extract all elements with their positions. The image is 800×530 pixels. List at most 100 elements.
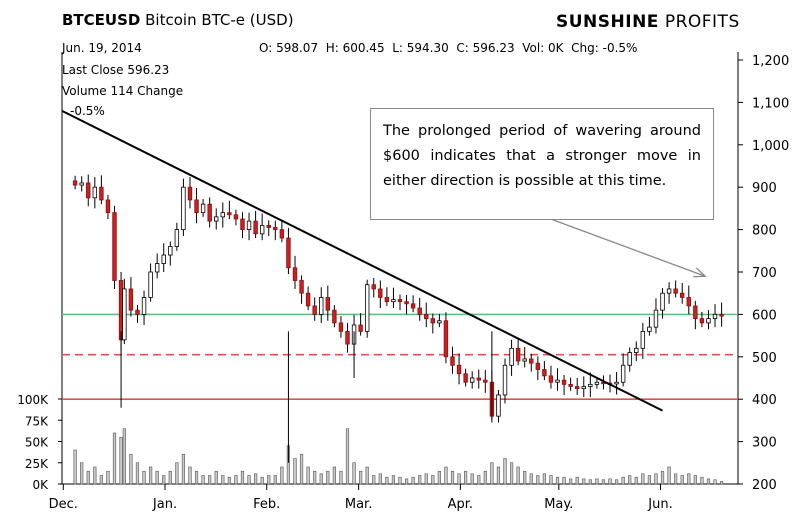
ohlc-readout: O: 598.07 H: 600.45 L: 594.30 C: 596.23 … <box>259 41 638 55</box>
volume-bar <box>621 476 625 485</box>
month-label: Jan. <box>152 497 177 512</box>
volume-bar <box>293 458 297 485</box>
candle-down <box>476 377 481 381</box>
candlesticks <box>72 174 724 463</box>
candle-up <box>509 347 514 366</box>
candle-down <box>286 237 291 269</box>
candle-down <box>686 297 691 307</box>
volume-bar <box>450 470 455 485</box>
candle-down <box>207 203 212 222</box>
candle-up <box>627 352 632 366</box>
volume-bar <box>240 470 245 485</box>
candle-down <box>719 313 724 317</box>
volume-bar <box>391 475 396 485</box>
volume-bar <box>483 470 487 485</box>
candle-up <box>161 254 166 264</box>
volume-bar <box>516 466 520 485</box>
volume-bar <box>372 475 376 485</box>
candle-down <box>680 292 685 298</box>
candle-down <box>312 305 317 315</box>
candle-down <box>410 303 416 309</box>
candle-down <box>194 199 199 214</box>
candle-down <box>105 199 111 214</box>
volume-bar <box>313 470 317 485</box>
volume-bar <box>647 475 651 485</box>
candle-up <box>364 284 370 332</box>
volume-bar <box>503 458 507 485</box>
volume-bar <box>221 475 225 485</box>
candle-down <box>266 224 271 228</box>
price-tick-label: 1,100 <box>752 96 789 111</box>
candle-down <box>371 284 376 290</box>
volume-bar <box>614 479 619 485</box>
volume-bar <box>680 475 684 485</box>
volume-bar <box>306 466 310 485</box>
volume-bar <box>247 475 251 485</box>
candle-up <box>666 288 672 294</box>
volume-bar <box>112 432 117 485</box>
candle-down <box>378 288 383 298</box>
candle-down <box>417 307 422 315</box>
last-close: Last Close 596.23 <box>62 63 170 77</box>
volume-bar <box>260 476 264 485</box>
candle-up <box>168 246 173 256</box>
candle-up <box>634 347 639 353</box>
candle-down <box>187 186 193 201</box>
instrument-name: Bitcoin BTC-e (USD) <box>145 11 294 29</box>
candle-down <box>332 309 337 324</box>
volume-bar <box>106 470 110 485</box>
candle-down <box>397 299 403 303</box>
volume-bar <box>601 479 606 485</box>
volume-bar <box>582 478 586 485</box>
trendline <box>61 109 663 412</box>
volume-bar <box>634 476 638 485</box>
volume-bar <box>142 470 146 485</box>
volume-tick-label: 75K <box>25 414 49 428</box>
candle-up <box>588 383 593 387</box>
price-tick-label: 900 <box>752 181 777 196</box>
volume-tick-label: 25K <box>25 457 49 471</box>
candle-down <box>463 373 468 383</box>
volume-bar <box>168 470 172 485</box>
volume-bar <box>194 470 199 485</box>
volume-bar <box>280 466 284 485</box>
volume-bar <box>608 478 612 485</box>
candle-down <box>128 288 134 311</box>
candle-down <box>279 229 285 239</box>
date-label: Jun. 19, 2014 <box>62 41 142 55</box>
volume-bar <box>523 470 527 485</box>
volume-bar <box>319 473 323 485</box>
candle-down <box>112 212 117 281</box>
volume-bar <box>562 476 566 485</box>
candle-down <box>253 220 258 235</box>
volume-bar <box>424 473 428 485</box>
volume-bar <box>490 462 494 485</box>
candle-down <box>305 292 311 307</box>
candle-down <box>358 324 363 332</box>
candle-up <box>660 292 665 311</box>
volume-bar <box>378 473 382 485</box>
volume-bar <box>359 470 363 485</box>
candle-up <box>647 326 652 332</box>
trendline-and-arrow <box>61 109 707 412</box>
axes: 1,200 1,100 1,000 900 800 700 600 500 400 300 200 1… <box>17 54 789 512</box>
candle-up <box>259 224 265 235</box>
month-label: Apr. <box>448 497 473 512</box>
price-tick-label: 1,000 <box>752 139 789 154</box>
candle-down <box>299 280 304 294</box>
month-label: Mar. <box>345 497 372 512</box>
volume-bar <box>477 475 481 485</box>
brand-light: PROFITS <box>658 12 740 32</box>
price-tick-label: 400 <box>752 393 777 408</box>
candle-up <box>122 288 127 341</box>
volume-bar <box>706 478 711 485</box>
candle-down <box>535 362 541 370</box>
candle-down <box>292 267 298 281</box>
candle-down <box>483 379 488 383</box>
support-resistance-lines <box>62 313 738 401</box>
volume-bar <box>542 473 546 485</box>
volume-bar <box>339 470 343 485</box>
volume-bar <box>267 475 271 485</box>
candle-up <box>712 313 718 320</box>
candle-up <box>522 358 527 362</box>
